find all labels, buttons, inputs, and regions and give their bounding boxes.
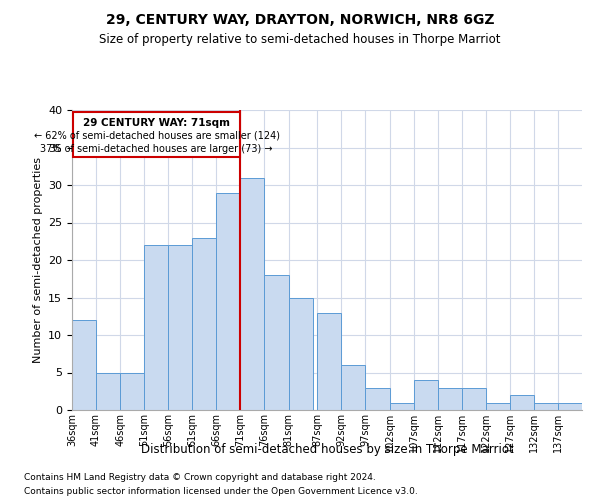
Bar (289, 298, 313, 410)
Bar (437, 388, 462, 410)
Bar (413, 380, 437, 410)
Text: Size of property relative to semi-detached houses in Thorpe Marriot: Size of property relative to semi-detach… (99, 32, 501, 46)
Bar (72, 320, 96, 410)
Bar (241, 178, 265, 410)
Text: 29 CENTURY WAY: 71sqm: 29 CENTURY WAY: 71sqm (83, 118, 230, 128)
Bar (217, 192, 241, 410)
Bar (365, 388, 389, 410)
Bar (486, 402, 510, 410)
Bar (120, 372, 144, 410)
Bar (462, 388, 486, 410)
Y-axis label: Number of semi-detached properties: Number of semi-detached properties (32, 157, 43, 363)
Bar (96, 372, 120, 410)
Bar (144, 245, 168, 410)
Bar (534, 402, 558, 410)
Text: ← 62% of semi-detached houses are smaller (124): ← 62% of semi-detached houses are smalle… (34, 131, 280, 141)
Bar (168, 245, 192, 410)
Bar (317, 312, 341, 410)
Bar (558, 402, 582, 410)
Bar (265, 275, 289, 410)
Bar (192, 238, 217, 410)
Text: 37% of semi-detached houses are larger (73) →: 37% of semi-detached houses are larger (… (40, 144, 273, 154)
Text: Contains public sector information licensed under the Open Government Licence v3: Contains public sector information licen… (24, 488, 418, 496)
Bar (73, 112, 241, 156)
Bar (389, 402, 413, 410)
Bar (341, 365, 365, 410)
Text: Distribution of semi-detached houses by size in Thorpe Marriot: Distribution of semi-detached houses by … (140, 442, 514, 456)
Text: 29, CENTURY WAY, DRAYTON, NORWICH, NR8 6GZ: 29, CENTURY WAY, DRAYTON, NORWICH, NR8 6… (106, 12, 494, 26)
Text: Contains HM Land Registry data © Crown copyright and database right 2024.: Contains HM Land Registry data © Crown c… (24, 472, 376, 482)
Bar (510, 395, 534, 410)
